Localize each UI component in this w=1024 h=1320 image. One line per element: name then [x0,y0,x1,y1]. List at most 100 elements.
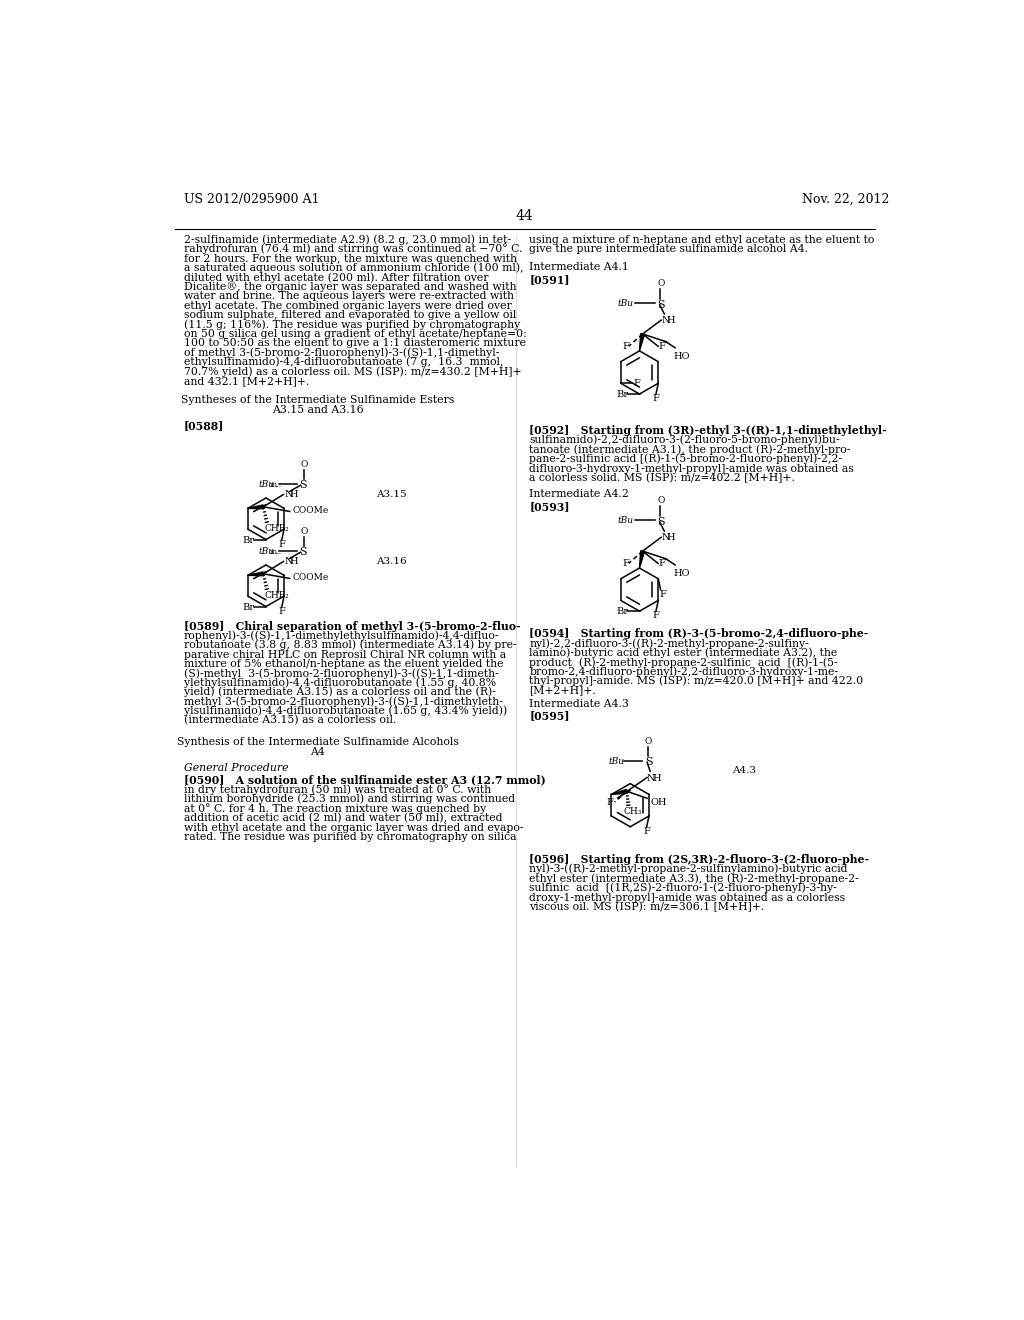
Text: S: S [657,517,665,527]
Text: addition of acetic acid (2 ml) and water (50 ml), extracted: addition of acetic acid (2 ml) and water… [183,813,503,824]
Text: COOMe: COOMe [293,573,329,582]
Text: O: O [657,496,665,506]
Text: difluoro-3-hydroxy-1-methyl-propyl]-amide was obtained as: difluoro-3-hydroxy-1-methyl-propyl]-amid… [529,463,854,474]
Text: with ethyl acetate and the organic layer was dried and evapo-: with ethyl acetate and the organic layer… [183,822,523,833]
Text: lamino)-butyric acid ethyl ester (intermediate A3.2), the: lamino)-butyric acid ethyl ester (interm… [529,648,838,659]
Text: F: F [659,590,666,598]
Text: on 50 g silica gel using a gradient of ethyl acetate/heptane=0:: on 50 g silica gel using a gradient of e… [183,329,526,339]
Text: N: N [285,557,293,566]
Text: tBu: tBu [617,300,634,309]
Text: tBu: tBu [259,546,274,556]
Text: ylethylsulfinamido)-4,4-difluorobutanoate (1.55 g, 40.8%: ylethylsulfinamido)-4,4-difluorobutanoat… [183,677,496,688]
Text: HO: HO [674,351,690,360]
Text: [0590]   A solution of the sulfinamide ester A3 (12.7 mmol): [0590] A solution of the sulfinamide est… [183,775,546,785]
Text: S: S [299,479,306,490]
Text: S: S [299,546,306,557]
Text: ethylsulfinamido)-4,4-difluorobutanoate (7 g,  16.3  mmol,: ethylsulfinamido)-4,4-difluorobutanoate … [183,356,504,367]
Text: General Procedure: General Procedure [183,763,289,772]
Text: Br: Br [616,391,629,399]
Text: water and brine. The aqueous layers were re-extracted with: water and brine. The aqueous layers were… [183,292,514,301]
Text: tBu: tBu [617,516,634,525]
Text: rahydrofuran (76.4 ml) and stirring was continued at −70° C.: rahydrofuran (76.4 ml) and stirring was … [183,244,522,255]
Text: CH₃: CH₃ [624,808,642,817]
Text: [0595]: [0595] [529,710,570,721]
Text: HO: HO [674,569,690,578]
Text: ylsulfinamido)-4,4-difluorobutanoate (1.65 g, 43.4% yield)): ylsulfinamido)-4,4-difluorobutanoate (1.… [183,706,507,717]
Text: droxy-1-methyl-propyl]-amide was obtained as a colorless: droxy-1-methyl-propyl]-amide was obtaine… [529,892,846,903]
Text: CHF₂: CHF₂ [265,590,290,599]
Text: rophenyl)-3-((S)-1,1-dimethylethylsulfinamido)-4,4-difluo-: rophenyl)-3-((S)-1,1-dimethylethylsulfin… [183,631,500,642]
Polygon shape [640,550,644,568]
Text: a saturated aqueous solution of ammonium chloride (100 ml),: a saturated aqueous solution of ammonium… [183,263,523,273]
Text: F: F [279,540,286,549]
Text: [0592]   Starting from (3R)-ethyl 3-((R)-1,1-dimethylethyl-: [0592] Starting from (3R)-ethyl 3-((R)-1… [529,425,887,436]
Text: H: H [290,490,298,499]
Text: 100 to 50:50 as the eluent to give a 1:1 diasteromeric mixture: 100 to 50:50 as the eluent to give a 1:1… [183,338,525,348]
Text: m: m [269,548,276,556]
Text: rated. The residue was purified by chromatography on silica: rated. The residue was purified by chrom… [183,832,516,842]
Text: methyl 3-(5-bromo-2-fluorophenyl)-3-((S)-1,1-dimethyleth-: methyl 3-(5-bromo-2-fluorophenyl)-3-((S)… [183,696,503,706]
Text: for 2 hours. For the workup, the mixture was quenched with: for 2 hours. For the workup, the mixture… [183,253,517,264]
Text: tBu: tBu [259,479,274,488]
Text: [0596]   Starting from (2S,3R)-2-fluoro-3-(2-fluoro-phe-: [0596] Starting from (2S,3R)-2-fluoro-3-… [529,854,869,865]
Text: 70.7% yield) as a colorless oil. MS (ISP): m/z=430.2 [M+H]+: 70.7% yield) as a colorless oil. MS (ISP… [183,366,521,376]
Text: H: H [290,557,298,566]
Text: ...: ... [274,548,282,556]
Text: m: m [269,480,276,488]
Text: Intermediate A4.2: Intermediate A4.2 [529,490,630,499]
Text: US 2012/0295900 A1: US 2012/0295900 A1 [183,193,319,206]
Text: F: F [607,799,613,808]
Text: F: F [658,560,665,569]
Text: N: N [662,533,670,543]
Polygon shape [248,572,263,576]
Text: A3.15 and A3.16: A3.15 and A3.16 [272,405,364,416]
Text: and 432.1 [M+2+H]+.: and 432.1 [M+2+H]+. [183,376,309,385]
Text: a colorless solid. MS (ISP): m/z=402.2 [M+H]+.: a colorless solid. MS (ISP): m/z=402.2 [… [529,473,796,483]
Text: [0593]: [0593] [529,502,570,512]
Text: Dicalite®, the organic layer was separated and washed with: Dicalite®, the organic layer was separat… [183,281,516,292]
Text: O: O [300,527,308,536]
Text: tBu: tBu [608,756,625,766]
Text: H: H [652,774,662,783]
Text: H: H [667,533,675,543]
Text: using a mixture of n-heptane and ethyl acetate as the eluent to: using a mixture of n-heptane and ethyl a… [529,235,874,246]
Text: [0594]   Starting from (R)-3-(5-bromo-2,4-difluoro-phe-: [0594] Starting from (R)-3-(5-bromo-2,4-… [529,628,868,639]
Text: 2-sulfinamide (intermediate A2.9) (8.2 g, 23.0 mmol) in tet-: 2-sulfinamide (intermediate A2.9) (8.2 g… [183,235,511,246]
Text: sulfinamido)-2,2-difluoro-3-(2-fluoro-5-bromo-phenyl)bu-: sulfinamido)-2,2-difluoro-3-(2-fluoro-5-… [529,434,840,445]
Text: O: O [300,459,308,469]
Text: Synthesis of the Intermediate Sulfinamide Alcohols: Synthesis of the Intermediate Sulfinamid… [177,737,459,747]
Text: product  (R)-2-methyl-propane-2-sulfinic  acid  [(R)-1-(5-: product (R)-2-methyl-propane-2-sulfinic … [529,657,838,668]
Text: tanoate (intermediate A3.1), the product (R)-2-methyl-pro-: tanoate (intermediate A3.1), the product… [529,445,851,455]
Text: viscous oil. MS (ISP): m/z=306.1 [M+H]+.: viscous oil. MS (ISP): m/z=306.1 [M+H]+. [529,902,765,912]
Text: give the pure intermediate sulfinamide alcohol A4.: give the pure intermediate sulfinamide a… [529,244,809,255]
Text: nyl)-2,2-difluoro-3-((R)-2-methyl-propane-2-sulfiny-: nyl)-2,2-difluoro-3-((R)-2-methyl-propan… [529,638,809,648]
Text: S: S [645,758,652,767]
Text: [0589]   Chiral separation of methyl 3-(5-bromo-2-fluo-: [0589] Chiral separation of methyl 3-(5-… [183,620,520,632]
Text: yield) (intermediate A3.15) as a colorless oil and the (R)-: yield) (intermediate A3.15) as a colorle… [183,686,496,697]
Text: F: F [653,393,659,403]
Text: F: F [633,379,640,388]
Text: 44: 44 [516,209,534,223]
Text: F: F [623,342,630,351]
Text: (intermediate A3.15) as a colorless oil.: (intermediate A3.15) as a colorless oil. [183,715,396,726]
Text: COOMe: COOMe [293,506,329,515]
Text: Br: Br [243,536,255,545]
Text: lithium borohydride (25.3 mmol) and stirring was continued: lithium borohydride (25.3 mmol) and stir… [183,793,515,804]
Polygon shape [640,334,644,351]
Text: ...: ... [274,480,282,488]
Text: N: N [647,774,655,783]
Text: [0588]: [0588] [183,421,224,432]
Text: Intermediate A4.1: Intermediate A4.1 [529,263,630,272]
Text: (S)-methyl  3-(5-bromo-2-fluorophenyl)-3-((S)-1,1-dimeth-: (S)-methyl 3-(5-bromo-2-fluorophenyl)-3-… [183,668,499,678]
Text: Br: Br [616,607,629,616]
Text: CHF₂: CHF₂ [265,524,290,533]
Text: O: O [657,280,665,288]
Text: Syntheses of the Intermediate Sulfinamide Esters: Syntheses of the Intermediate Sulfinamid… [181,395,455,405]
Text: A4.3: A4.3 [732,766,757,775]
Text: Br: Br [243,603,255,611]
Text: [M+2+H]+.: [M+2+H]+. [529,685,596,696]
Text: robutanoate (3.8 g, 8.83 mmol) (intermediate A3.14) by pre-: robutanoate (3.8 g, 8.83 mmol) (intermed… [183,640,516,651]
Text: sodium sulphate, filtered and evaporated to give a yellow oil: sodium sulphate, filtered and evaporated… [183,310,516,321]
Text: parative chiral HPLC on Reprosil Chiral NR column with a: parative chiral HPLC on Reprosil Chiral … [183,649,506,660]
Text: at 0° C. for 4 h. The reaction mixture was quenched by: at 0° C. for 4 h. The reaction mixture w… [183,803,486,814]
